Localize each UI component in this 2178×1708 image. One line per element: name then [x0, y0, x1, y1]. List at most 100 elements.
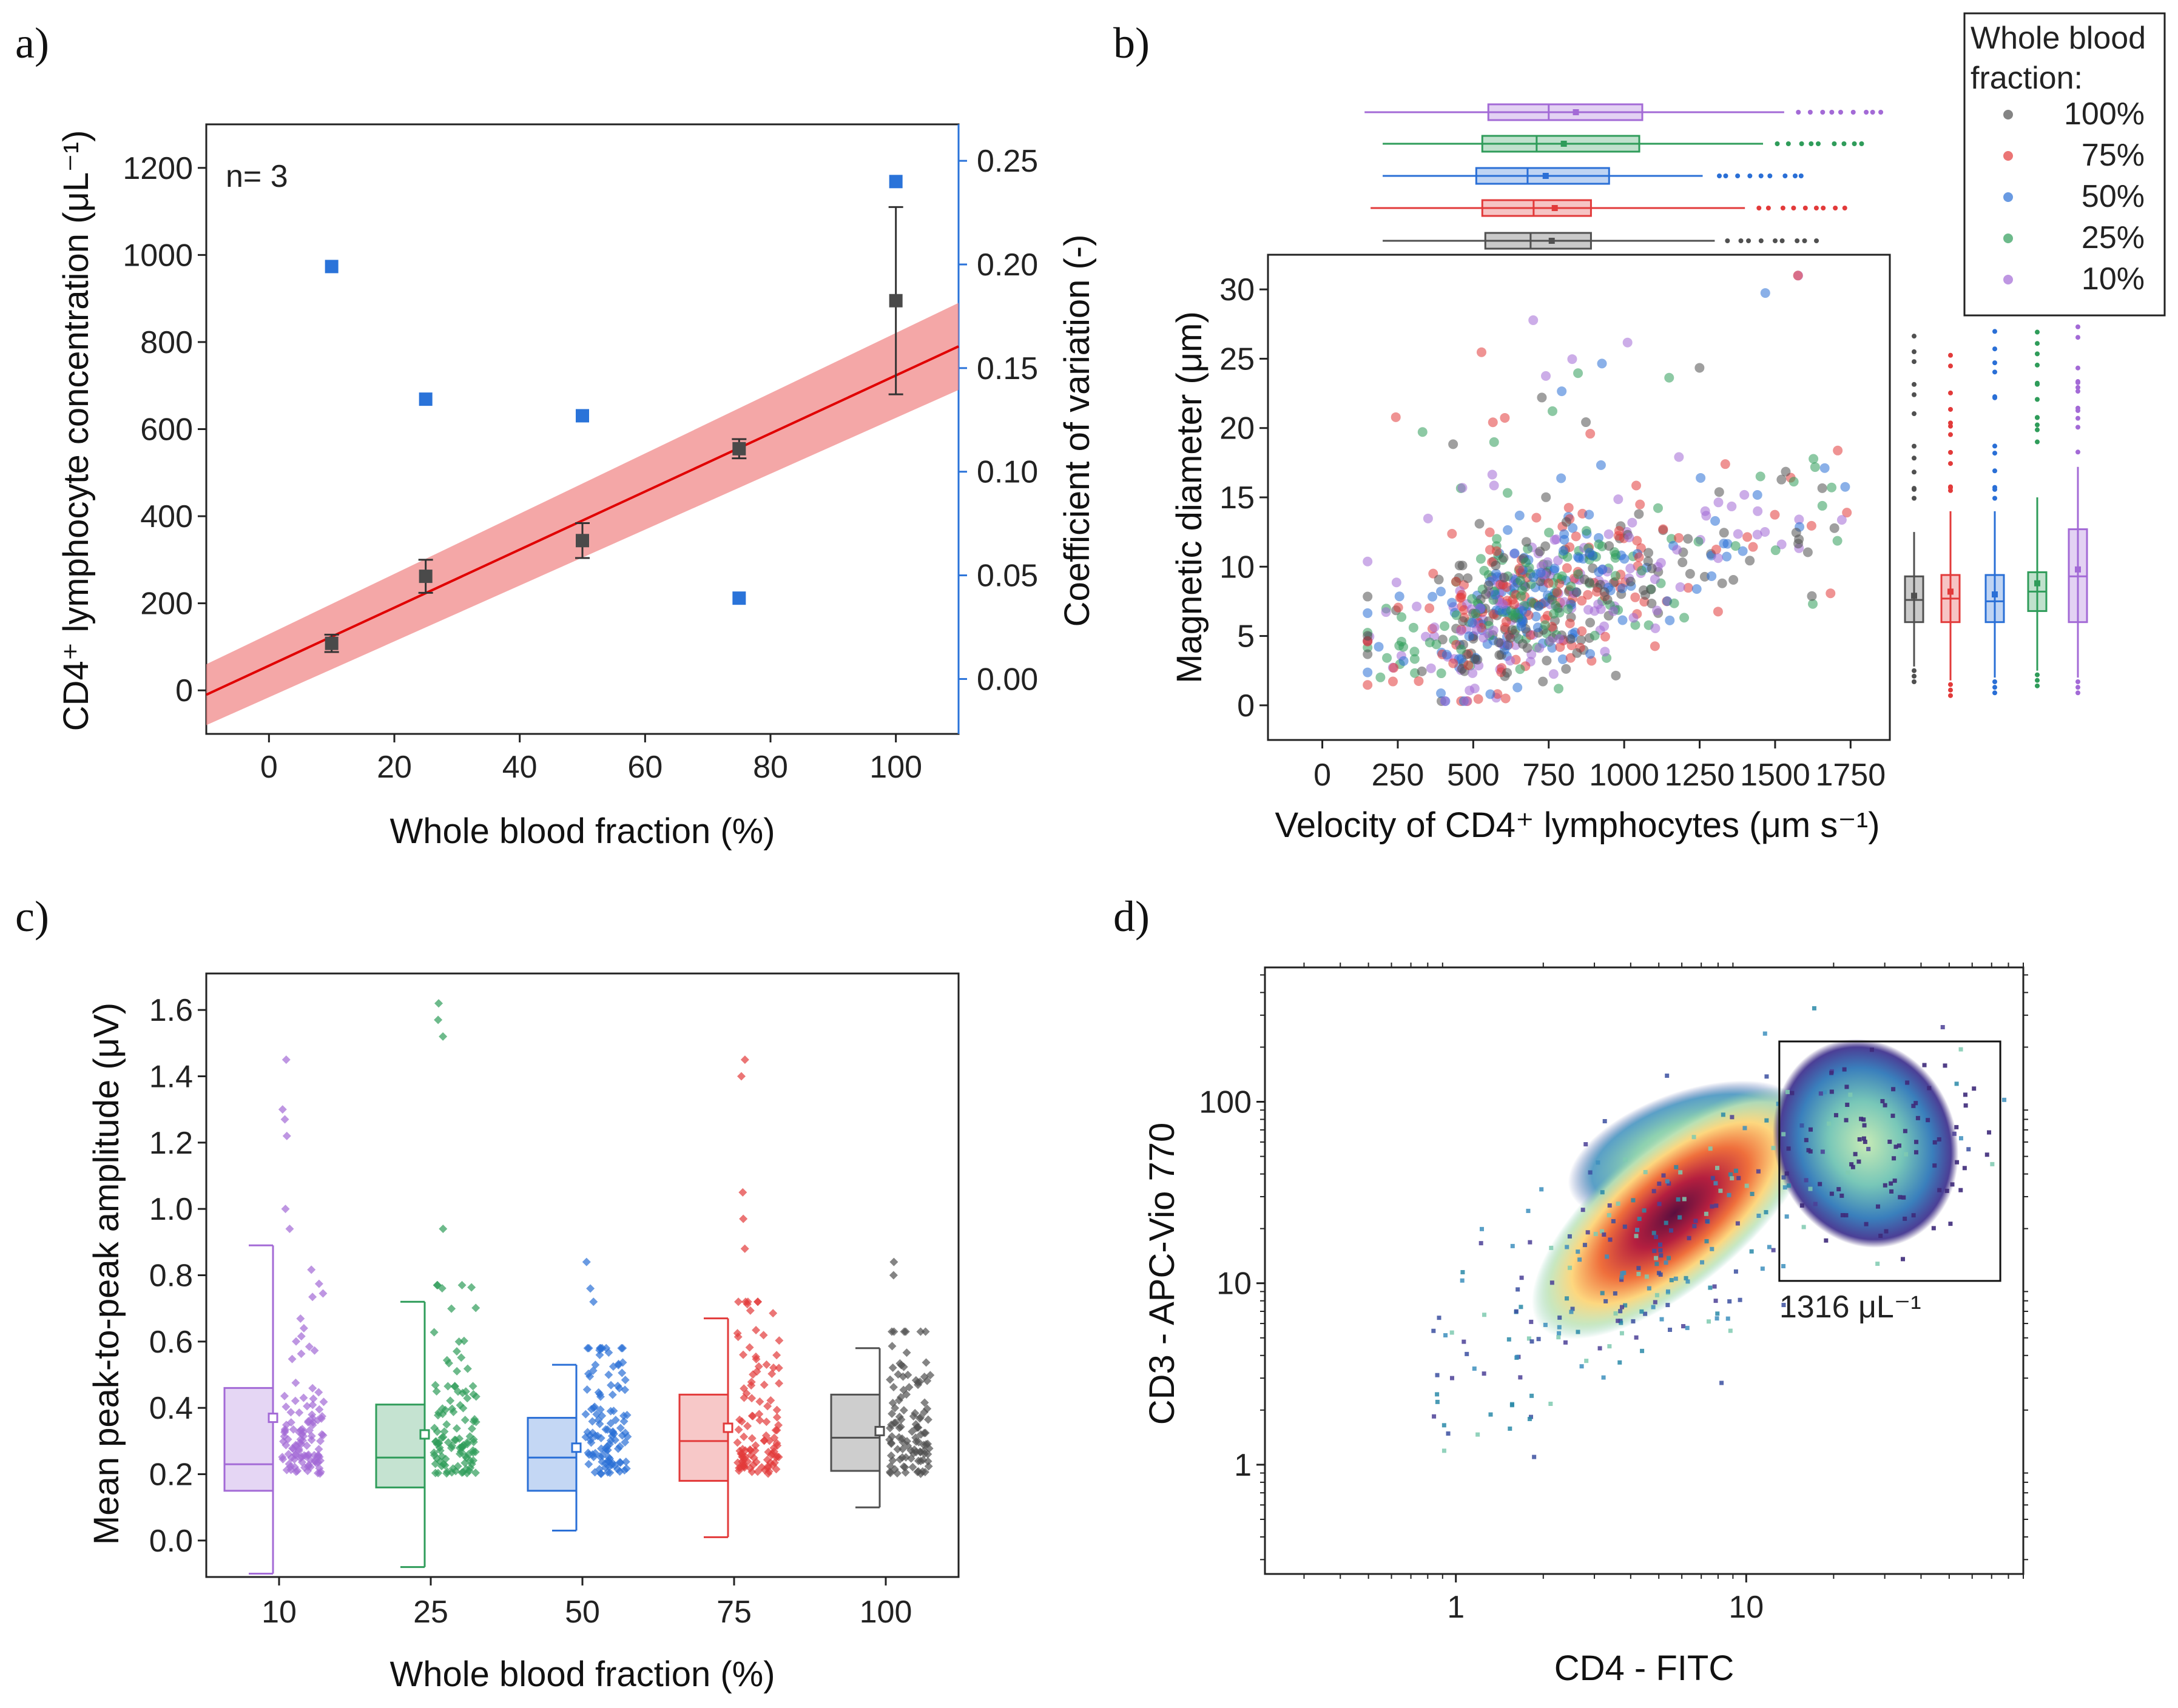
gated-event-pixel	[1842, 1067, 1847, 1072]
scatter-point	[1553, 588, 1563, 598]
scatter-point	[1776, 474, 1787, 485]
event-pixel	[1510, 1243, 1515, 1248]
data-point	[585, 1431, 595, 1440]
event-pixel	[1557, 1315, 1562, 1320]
scatter-point	[1817, 483, 1827, 493]
scatter-point	[1515, 576, 1525, 586]
event-pixel	[1488, 1412, 1493, 1417]
right-box-outlier	[1912, 496, 1917, 501]
event-pixel	[1657, 1202, 1662, 1206]
event-pixel	[1661, 1173, 1666, 1178]
event-pixel	[1818, 1091, 1823, 1096]
scatter-point	[1554, 684, 1564, 694]
right-box-outlier	[2035, 683, 2040, 688]
event-pixel	[1565, 1296, 1569, 1301]
scatter-point	[1468, 668, 1478, 678]
y-tick-label: 800	[140, 325, 193, 360]
data-point	[753, 1297, 762, 1306]
gated-event-pixel	[1836, 1187, 1841, 1192]
right-box-outlier	[1912, 443, 1917, 449]
data-point	[604, 1370, 613, 1379]
scatter-point	[1387, 676, 1398, 687]
scatter-point	[1581, 526, 1591, 536]
top-box-outlier	[1870, 110, 1875, 115]
data-point	[314, 1445, 323, 1454]
event-pixel	[1715, 1311, 1720, 1316]
data-point	[923, 1415, 932, 1424]
event-pixel	[1526, 1208, 1531, 1213]
data-point	[447, 1304, 456, 1313]
event-pixel	[1634, 1234, 1639, 1239]
scatter-point	[1489, 480, 1499, 491]
right-box-outlier	[1912, 392, 1917, 397]
data-point	[762, 1360, 771, 1369]
data-point	[765, 1436, 774, 1445]
event-pixel	[1727, 1192, 1731, 1197]
right-box-outlier	[2035, 341, 2040, 346]
event-pixel	[1657, 1242, 1662, 1247]
scatter-point	[1776, 539, 1787, 550]
top-box-mean	[1542, 173, 1549, 179]
event-pixel	[1446, 1431, 1451, 1436]
right-box-outlier	[1912, 359, 1917, 365]
data-point	[296, 1314, 305, 1323]
data-point	[774, 1421, 783, 1430]
scatter-point	[1840, 482, 1850, 492]
event-pixel	[1875, 1262, 1880, 1266]
right-box	[1984, 574, 2005, 624]
scatter-point	[1664, 372, 1674, 383]
data-point	[433, 1427, 442, 1436]
panel-c-x-label: Whole blood fraction (%)	[389, 1655, 775, 1694]
gated-event-pixel	[1844, 1118, 1849, 1123]
gated-event-pixel	[1808, 1149, 1813, 1154]
event-pixel	[1787, 1183, 1792, 1188]
data-point	[775, 1336, 784, 1345]
data-point	[442, 1356, 451, 1365]
event-pixel	[1725, 1316, 1730, 1321]
x-tick-label: 500	[1447, 758, 1500, 793]
data-point	[468, 1446, 477, 1455]
x-tick-label: 250	[1372, 758, 1424, 793]
event-pixel	[1637, 1217, 1642, 1222]
event-pixel	[1462, 1339, 1466, 1344]
y-tick-label: 600	[140, 412, 193, 448]
y-tick-label: 100	[1199, 1085, 1252, 1120]
event-pixel	[1710, 1204, 1714, 1209]
legend-label: 75%	[2082, 138, 2145, 173]
scatter-point	[1424, 637, 1435, 648]
scatter-point	[1458, 605, 1469, 615]
scatter-point	[1669, 598, 1679, 608]
scatter-point	[1567, 354, 1577, 365]
event-pixel	[1515, 1287, 1520, 1292]
event-pixel	[1904, 1152, 1909, 1157]
event-pixel	[1665, 1289, 1670, 1294]
scatter-point	[1585, 429, 1596, 439]
gated-event-pixel	[1898, 1195, 1903, 1200]
data-point	[596, 1405, 605, 1414]
scatter-point	[1610, 571, 1620, 581]
scatter-point	[1514, 510, 1525, 520]
cd4-gate[interactable]	[1778, 1040, 2001, 1282]
data-point	[305, 1342, 314, 1351]
event-pixel	[1588, 1170, 1593, 1175]
data-point	[755, 1397, 764, 1406]
event-pixel	[1548, 1401, 1553, 1406]
data-point	[462, 1464, 471, 1473]
event-pixel	[1585, 1230, 1590, 1235]
scatter-point	[1665, 615, 1675, 625]
box	[830, 1393, 881, 1472]
data-point	[906, 1446, 915, 1455]
y-tick-label: 200	[140, 587, 193, 622]
top-box-outlier	[1829, 110, 1835, 115]
scatter-point	[1600, 647, 1610, 657]
right-box-outlier	[1948, 449, 1953, 455]
right-box-outlier	[1992, 679, 1997, 684]
y-tick-label: 1.4	[149, 1059, 193, 1094]
gated-event-pixel	[1943, 1063, 1947, 1068]
data-point	[604, 1453, 613, 1462]
right-box-outlier	[2035, 329, 2040, 335]
data-point	[740, 1393, 749, 1402]
box-mean	[419, 1429, 430, 1440]
outlier-point	[889, 1271, 898, 1280]
scatter-point	[1562, 563, 1572, 573]
